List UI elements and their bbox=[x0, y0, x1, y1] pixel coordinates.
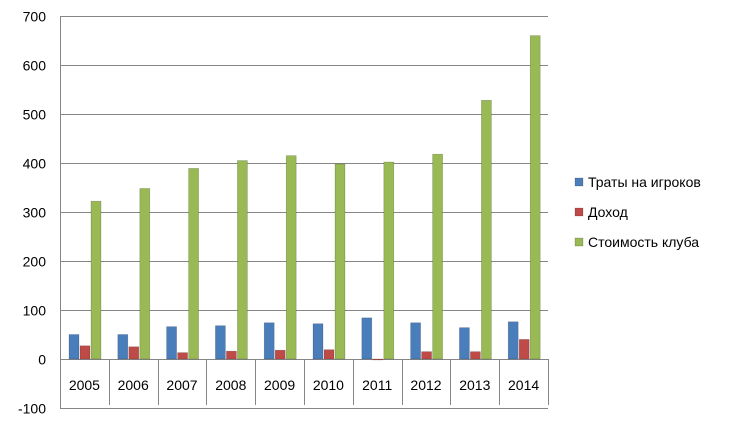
x-axis: 2005 2006 2007 2008 2009 2010 2011 2012 2013 2014 bbox=[60, 359, 549, 405]
bar bbox=[518, 339, 530, 360]
bar bbox=[237, 160, 248, 360]
y-tick-label: 200 bbox=[23, 254, 47, 270]
legend-swatch bbox=[574, 237, 584, 247]
bar bbox=[459, 327, 470, 360]
x-tick-label: 2013 bbox=[459, 377, 490, 393]
x-tick-label: 2006 bbox=[118, 377, 149, 393]
legend-label: Траты на игроков bbox=[588, 174, 701, 190]
bar bbox=[274, 349, 286, 360]
legend: Траты на игроков Доход Стоимость клуба bbox=[574, 174, 701, 250]
bar bbox=[529, 35, 541, 360]
x-tick-label: 2008 bbox=[215, 377, 246, 393]
bar bbox=[432, 153, 443, 360]
bar bbox=[90, 200, 102, 360]
bar bbox=[481, 99, 492, 360]
y-tick-label: 400 bbox=[23, 156, 47, 172]
bar bbox=[383, 161, 395, 360]
bar bbox=[177, 352, 188, 360]
legend-swatch bbox=[574, 177, 584, 187]
x-tick-label: 2014 bbox=[508, 377, 539, 393]
legend-label: Стоимость клуба bbox=[588, 234, 699, 250]
bar bbox=[470, 351, 481, 360]
x-tick-label: 2011 bbox=[362, 377, 392, 393]
x-tick-label: 2010 bbox=[313, 377, 344, 393]
y-tick-label: 600 bbox=[23, 58, 47, 74]
bars bbox=[68, 35, 541, 361]
x-tick-label: 2009 bbox=[264, 377, 295, 393]
y-tick-label: 700 bbox=[23, 9, 47, 25]
x-tick-label: 2012 bbox=[410, 377, 441, 393]
bar bbox=[263, 322, 275, 360]
bar bbox=[507, 321, 519, 360]
bar bbox=[334, 163, 346, 360]
bar bbox=[188, 168, 199, 360]
bar bbox=[312, 323, 324, 360]
bar bbox=[79, 345, 91, 360]
y-axis: -100 0 100 200 300 400 500 600 700 bbox=[18, 9, 61, 417]
bar bbox=[323, 349, 335, 360]
legend-label: Доход bbox=[588, 204, 628, 220]
bar bbox=[166, 326, 177, 360]
bar bbox=[372, 358, 384, 361]
bar bbox=[68, 334, 80, 360]
bar bbox=[285, 155, 297, 360]
y-tick-label: 500 bbox=[23, 107, 47, 123]
legend-swatch bbox=[574, 207, 584, 217]
y-tick-label: -100 bbox=[18, 401, 46, 417]
x-tick-label: 2007 bbox=[166, 377, 197, 393]
bar bbox=[421, 351, 432, 360]
y-tick-label: 300 bbox=[23, 205, 47, 221]
y-tick-label: 0 bbox=[38, 352, 46, 368]
bar bbox=[361, 317, 373, 360]
bar bbox=[226, 350, 237, 360]
bar bbox=[215, 325, 226, 360]
x-tick-label: 2005 bbox=[69, 377, 100, 393]
bar bbox=[117, 334, 129, 360]
y-tick-label: 100 bbox=[23, 303, 47, 319]
bar bbox=[139, 188, 151, 360]
bar bbox=[410, 322, 421, 360]
bar bbox=[128, 346, 140, 360]
